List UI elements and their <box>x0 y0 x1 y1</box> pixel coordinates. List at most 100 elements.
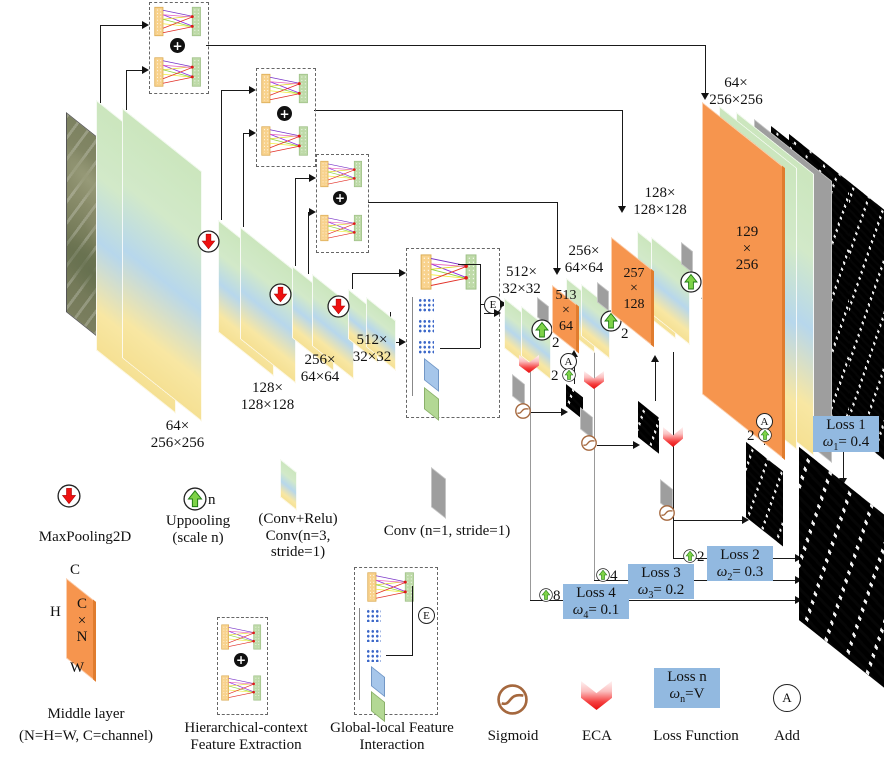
connector <box>655 359 656 401</box>
connector <box>484 313 494 314</box>
sigmoid-icon <box>515 403 531 419</box>
connector <box>412 297 413 396</box>
connector <box>530 600 795 601</box>
connector <box>386 655 412 656</box>
hfe-pair <box>261 126 308 156</box>
uppool-scale: 2 <box>621 326 629 342</box>
arrowhead <box>494 309 501 317</box>
connector <box>412 586 413 656</box>
arrowhead <box>500 300 507 308</box>
decoder-stage4-label: 512× 32×32 <box>502 264 541 297</box>
eca-icon <box>663 427 683 447</box>
prediction-mask <box>638 401 659 454</box>
connector <box>295 178 296 266</box>
arrowhead <box>742 516 749 524</box>
maxpool-icon <box>327 295 350 318</box>
middle-c-top: C <box>70 562 81 578</box>
loss3-scale: 4 <box>610 568 618 584</box>
uppool-scale: 2 <box>552 335 560 351</box>
arrowhead <box>570 350 578 357</box>
arrowhead <box>142 66 149 74</box>
arrowhead <box>795 596 802 604</box>
uppool-icon <box>758 428 772 442</box>
loss-box-1: Loss 1 ω1= 0.4 <box>813 416 879 453</box>
encoder-stage2-label: 128× 128×128 <box>240 380 295 413</box>
eca-icon <box>519 355 539 373</box>
add-icon: A <box>756 413 773 430</box>
arrowhead <box>561 408 568 416</box>
sigmoid-icon <box>497 684 528 715</box>
arrowhead <box>701 93 709 100</box>
connector <box>352 273 353 289</box>
connector <box>594 580 795 581</box>
conv-relu-legend-slab <box>280 459 297 511</box>
connector <box>126 70 142 71</box>
arrowhead <box>249 129 256 137</box>
oplus-icon: + <box>234 653 248 667</box>
encoder-stage1-label: 64× 256×256 <box>150 418 205 451</box>
loss-box-3: Loss 3 ω3= 0.2 <box>628 564 694 601</box>
prediction-mask <box>746 442 783 547</box>
legend-middle-label2: (N=H=W, C=channel) <box>19 728 153 744</box>
hfe-module-box-2 <box>256 68 316 167</box>
connector <box>458 264 480 265</box>
legend-uppool-n: n <box>208 492 216 508</box>
decoder-stage3-label: 256× 64×64 <box>564 243 604 276</box>
hfe-module-box-1 <box>149 2 209 94</box>
connector <box>126 70 127 110</box>
legend-add-label: Add <box>774 728 800 744</box>
decoder-stage2-label: 128× 128×128 <box>633 185 687 218</box>
arrowhead <box>399 269 406 277</box>
legend-convrelu-label: (Conv+Relu) Conv(n=3, stride=1) <box>258 511 338 560</box>
conv-layer <box>512 374 525 407</box>
dilated-conv-grid <box>365 608 381 622</box>
legend-maxpool-label: MaxPooling2D <box>38 529 132 545</box>
middle-layer-size: 513 × 64 <box>555 288 577 334</box>
arrowhead <box>249 86 256 94</box>
connector <box>314 110 622 111</box>
maxpool-icon <box>57 484 81 508</box>
maxpool-icon <box>197 230 220 253</box>
ground-truth-mask <box>799 447 884 688</box>
connector <box>574 354 575 384</box>
uppool-icon <box>683 549 697 563</box>
oplus-icon: + <box>170 38 185 53</box>
add-scale: 2 <box>551 368 559 384</box>
arrowhead <box>633 441 640 449</box>
dilated-conv-grid <box>365 628 381 642</box>
connector <box>295 178 309 179</box>
connector <box>673 520 742 521</box>
loss-box-4: Loss 4 ω4= 0.1 <box>563 584 629 621</box>
hfe-pair <box>320 160 362 188</box>
legend-conv1-label: Conv (n=1, stride=1) <box>383 523 511 539</box>
gfi-legend-box <box>354 567 438 715</box>
conv-legend-slab <box>431 467 446 519</box>
arrowhead <box>399 338 406 346</box>
connector <box>594 352 595 580</box>
legend-sigmoid-label: Sigmoid <box>487 728 539 744</box>
add-scale: 2 <box>747 428 755 444</box>
connector <box>359 608 360 700</box>
fuse-icon: E <box>418 607 435 624</box>
middle-inner-marks: C × N <box>76 596 88 645</box>
arrowhead <box>309 208 316 216</box>
eca-icon <box>584 371 604 389</box>
hfe-pair <box>221 624 262 650</box>
legend-gfi-label: Global-local Feature Interaction <box>330 720 454 753</box>
middle-layer-size: 129 × 256 <box>735 224 759 273</box>
loss2-scale: 2 <box>697 549 705 565</box>
connector <box>243 133 249 134</box>
arrowhead <box>795 576 802 584</box>
connector <box>480 264 481 348</box>
arrowhead <box>553 268 561 275</box>
connector <box>308 212 309 274</box>
connector <box>221 90 222 220</box>
encoder-stage3-label: 256× 64×64 <box>300 352 340 385</box>
hfe-module-box-3 <box>316 154 369 253</box>
connector <box>622 110 623 206</box>
middle-w-bottom: W <box>70 660 85 676</box>
maxpool-icon <box>269 283 292 306</box>
legend-hfe-label: Hierarchical-context Feature Extraction <box>184 720 308 753</box>
connector <box>480 304 484 305</box>
connector <box>597 445 633 446</box>
